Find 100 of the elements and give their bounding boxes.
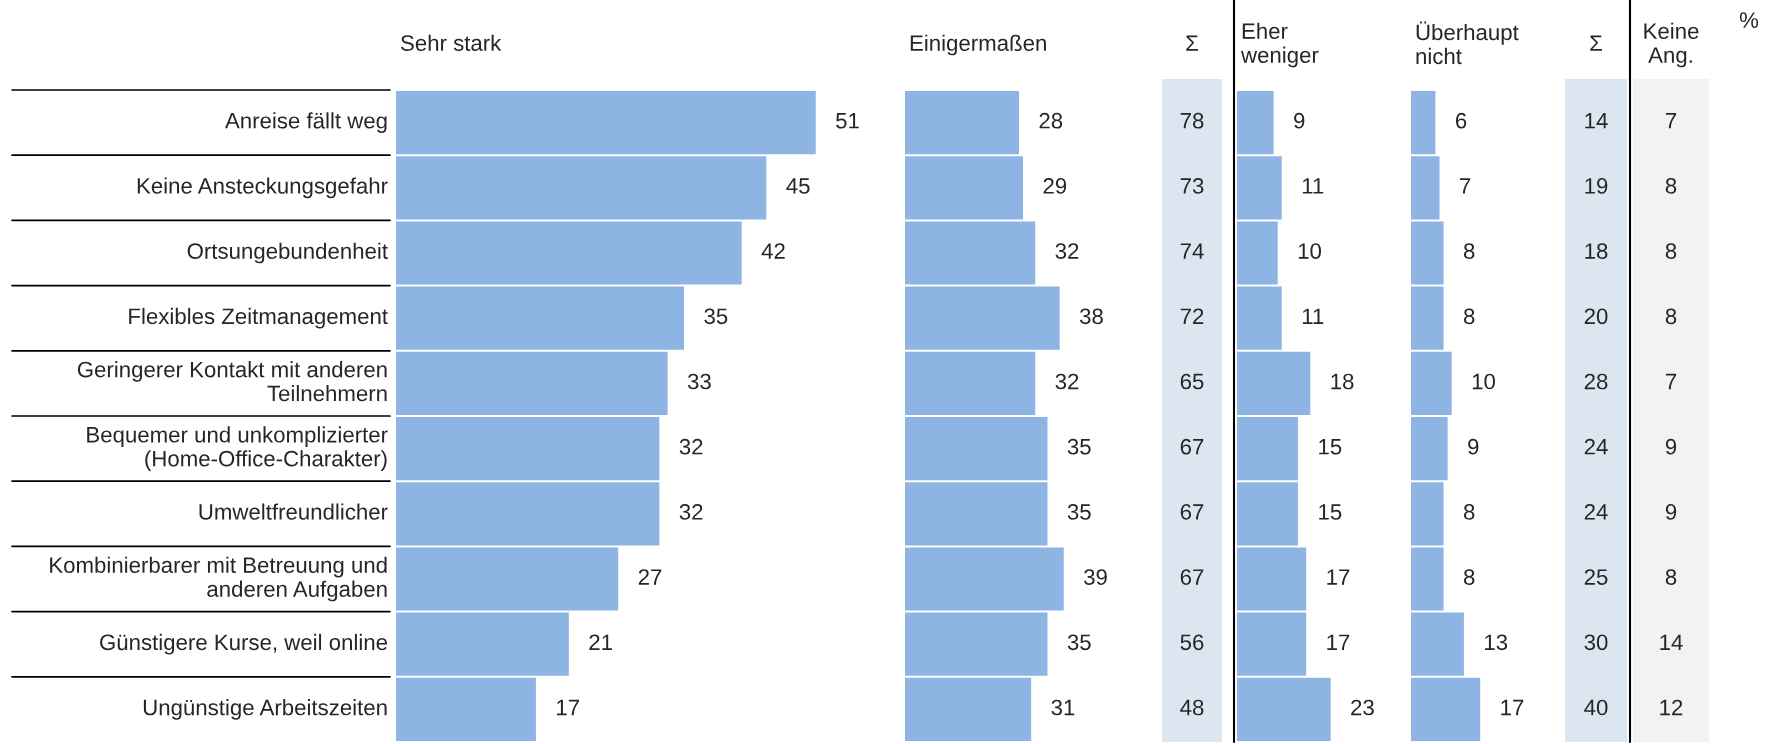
bar <box>905 547 1064 611</box>
bar <box>1237 677 1331 742</box>
bar <box>1411 156 1440 220</box>
data-label: 42 <box>761 243 785 259</box>
bar <box>1411 221 1444 285</box>
data-label: 73 <box>1180 178 1204 194</box>
data-label: 78 <box>1180 112 1204 129</box>
bar <box>1237 221 1278 285</box>
bar <box>396 677 536 742</box>
data-label: 14 <box>1660 634 1683 650</box>
data-label: 8 <box>1665 243 1677 259</box>
data-label: 40 <box>1584 699 1608 716</box>
y-tick-label: Ungünstige Arbeitszeiten <box>143 699 387 720</box>
data-label: 67 <box>1180 569 1204 585</box>
bar <box>905 221 1036 285</box>
data-label: 23 <box>1351 699 1374 716</box>
data-label: 8 <box>1463 308 1475 325</box>
data-label: 14 <box>1585 113 1608 129</box>
text: % <box>1739 12 1759 28</box>
bar <box>905 286 1060 350</box>
text: Σ <box>1590 35 1602 51</box>
bar <box>1237 351 1311 416</box>
data-label: 17 <box>1327 634 1350 650</box>
bar <box>396 416 660 481</box>
chart-title: Sehr stark <box>401 34 502 51</box>
y-tick-label: Flexibles Zeitmanagement <box>129 307 388 329</box>
data-label: 56 <box>1180 634 1204 651</box>
bar <box>1237 90 1274 155</box>
data-label: 12 <box>1660 699 1683 716</box>
data-label: 17 <box>557 699 579 716</box>
data-label: 8 <box>1665 308 1677 325</box>
bar <box>1411 351 1452 416</box>
bar <box>1411 547 1444 611</box>
data-label: 9 <box>1294 112 1305 129</box>
data-label: 30 <box>1584 634 1608 651</box>
data-label: 13 <box>1485 634 1508 651</box>
bar <box>396 482 660 546</box>
chart-title: Eher weniger <box>1240 22 1319 68</box>
data-label: 35 <box>1067 634 1091 651</box>
data-label: 9 <box>1468 438 1479 455</box>
data-label: 8 <box>1665 569 1677 585</box>
bar <box>905 156 1024 220</box>
data-label: 15 <box>1319 439 1342 455</box>
y-tick-label: Bequemer und unkomplizierter (Home-Office-Charakter) <box>87 426 388 471</box>
y-tick-label: Umweltfreundlicher <box>199 503 388 520</box>
data-label: 27 <box>638 569 662 585</box>
bar <box>1411 90 1436 155</box>
data-label: 11 <box>1302 178 1324 194</box>
bar <box>905 482 1048 546</box>
y-tick-label: Anreise fällt weg <box>225 112 387 133</box>
data-label: 32 <box>679 504 703 520</box>
data-label: 9 <box>1665 438 1677 455</box>
bar <box>905 90 1019 155</box>
bar <box>1237 416 1299 481</box>
y-tick-label: Geringerer Kontakt mit anderen Teilnehmern <box>77 361 387 402</box>
data-label: 15 <box>1319 504 1342 520</box>
bar <box>396 221 742 285</box>
bar <box>1411 286 1444 350</box>
data-label: 24 <box>1584 438 1608 455</box>
data-label: 35 <box>704 308 728 325</box>
data-label: 67 <box>1180 504 1204 520</box>
data-label: 19 <box>1585 178 1608 194</box>
data-label: 11 <box>1302 308 1324 324</box>
text: Σ <box>1186 35 1198 51</box>
data-label: 28 <box>1584 373 1608 390</box>
data-label: 18 <box>1331 373 1354 390</box>
data-label: 20 <box>1584 308 1608 325</box>
data-label: 7 <box>1665 113 1677 129</box>
data-label: 51 <box>836 113 859 129</box>
bar <box>396 547 619 611</box>
bar <box>396 90 816 155</box>
data-label: 65 <box>1180 373 1204 390</box>
y-tick-label: Günstigere Kurse, weil online <box>100 633 388 655</box>
y-tick-label: Ortsungebundenheit <box>187 242 388 264</box>
chart-title: Überhaupt nicht <box>1416 21 1519 65</box>
data-label: 45 <box>786 178 810 194</box>
data-label: 35 <box>1067 504 1091 520</box>
data-label: 74 <box>1180 243 1204 259</box>
bar <box>1237 156 1282 220</box>
data-label: 32 <box>679 438 703 455</box>
bar <box>1411 677 1481 742</box>
data-label: 48 <box>1180 699 1204 716</box>
bar <box>1411 416 1448 481</box>
text: Keine Ang. <box>1644 22 1699 68</box>
data-label: 24 <box>1584 504 1608 520</box>
bar <box>905 351 1036 416</box>
data-label: 10 <box>1472 373 1495 390</box>
data-label: 67 <box>1180 438 1204 455</box>
y-tick-label: Keine Ansteckungsgefahr <box>137 177 388 199</box>
y-tick-label: Kombinierbarer mit Betreuung und anderen Aufgaben <box>50 556 387 602</box>
data-label: 17 <box>1327 569 1350 585</box>
data-label: 6 <box>1455 112 1467 129</box>
bar <box>1237 286 1282 350</box>
bar <box>905 416 1048 481</box>
bar <box>396 156 767 220</box>
bar <box>1411 612 1464 676</box>
bar <box>1411 482 1444 546</box>
data-label: 32 <box>1055 373 1079 390</box>
data-label: 8 <box>1463 243 1475 259</box>
data-label: 33 <box>687 373 711 390</box>
